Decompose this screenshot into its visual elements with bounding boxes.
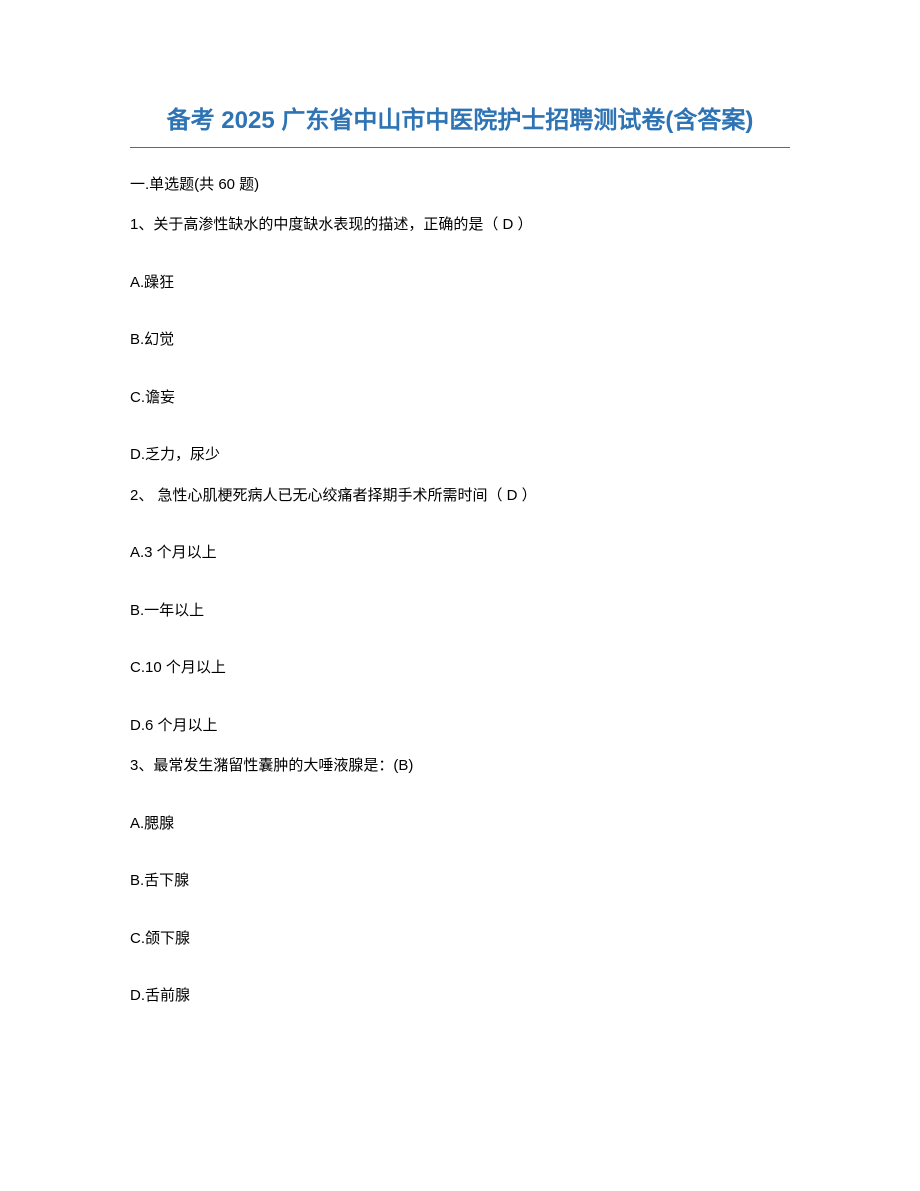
question-1-option-d: D.乏力，尿少 (130, 444, 790, 467)
question-2-option-c: C.10 个月以上 (130, 657, 790, 680)
question-1-option-c: C.谵妄 (130, 387, 790, 410)
question-1-option-a: A.躁狂 (130, 272, 790, 295)
question-3-option-a: A.腮腺 (130, 813, 790, 836)
question-1: 1、关于高渗性缺水的中度缺水表现的描述，正确的是（ D ） (130, 214, 790, 237)
question-2-option-d: D.6 个月以上 (130, 715, 790, 738)
question-3-option-d: D.舌前腺 (130, 985, 790, 1008)
question-3: 3、最常发生潴留性囊肿的大唾液腺是：(B) (130, 755, 790, 778)
section-header: 一.单选题(共 60 题) (130, 173, 790, 194)
question-2-option-a: A.3 个月以上 (130, 542, 790, 565)
document-title: 备考 2025 广东省中山市中医院护士招聘测试卷(含答案) (130, 100, 790, 148)
question-3-option-b: B.舌下腺 (130, 870, 790, 893)
question-1-option-b: B.幻觉 (130, 329, 790, 352)
question-2-option-b: B.一年以上 (130, 600, 790, 623)
question-3-option-c: C.颌下腺 (130, 928, 790, 951)
question-2: 2、 急性心肌梗死病人已无心绞痛者择期手术所需时间（ D ） (130, 485, 790, 508)
